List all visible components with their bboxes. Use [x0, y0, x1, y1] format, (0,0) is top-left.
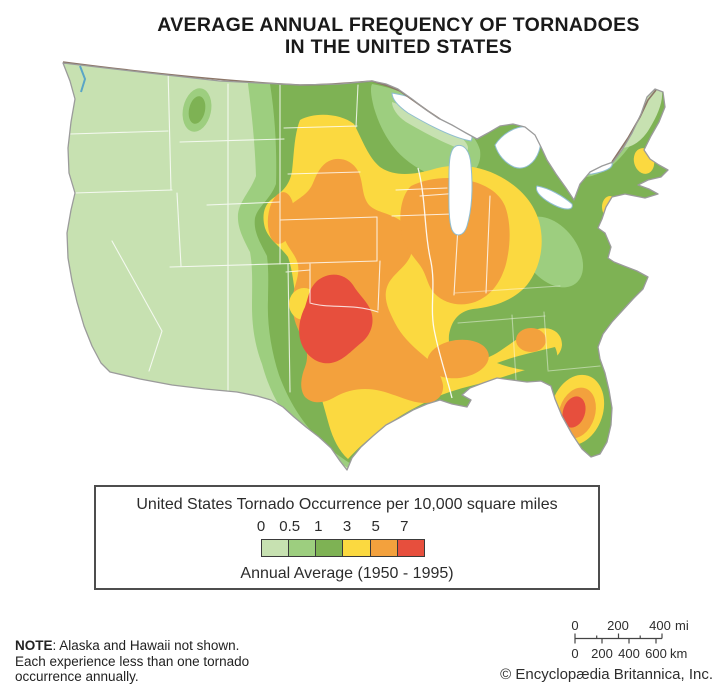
- legend-tick-labels: 0 0.5 1 3 5 7: [257, 518, 433, 536]
- map-note: NOTE: Alaska and Hawaii not shown. Each …: [15, 638, 249, 685]
- note-line1-text: : Alaska and Hawaii not shown.: [52, 638, 240, 653]
- puget-sound: [79, 65, 87, 93]
- mississippi-river: [417, 167, 453, 399]
- legend-heading: United States Tornado Occurrence per 10,…: [136, 496, 558, 513]
- legend-swatches: [261, 539, 426, 557]
- maine-pale-patch: [609, 84, 663, 148]
- legend: United States Tornado Occurrence per 10,…: [94, 485, 600, 590]
- lake-michigan: [448, 144, 473, 236]
- florida-red-core: [562, 396, 586, 428]
- map-note-line1: NOTE: Alaska and Hawaii not shown.: [15, 638, 249, 654]
- legend-tick-3: 3: [342, 518, 352, 535]
- legend-tick-7: 7: [400, 518, 409, 535]
- scale-mi-unit: mi: [675, 618, 689, 633]
- state-boundaries: [69, 67, 601, 393]
- note-label: NOTE: [15, 638, 53, 653]
- scale-km-400: 400: [618, 646, 640, 661]
- page-title-line2: IN THE UNITED STATES: [284, 36, 513, 58]
- scale-km-200: 200: [591, 646, 613, 661]
- scale-km-unit: km: [670, 646, 688, 661]
- legend-tick-1: 1: [314, 518, 323, 535]
- scale-mi-0: 0: [571, 618, 579, 633]
- legend-swatch-0: [261, 539, 290, 557]
- legend-swatch-0.5: [288, 539, 317, 557]
- colorado-orange-spot: [267, 192, 295, 244]
- map-note-line2: Each experience less than one tornado: [15, 653, 250, 669]
- frequency-bands: [63, 63, 668, 470]
- us-coastline: [62, 62, 669, 471]
- legend-tick-0: 0: [256, 518, 266, 535]
- scale-km-600: 600: [645, 646, 667, 661]
- legend-swatch-3: [342, 539, 372, 557]
- page-title: AVERAGE ANNUAL FREQUENCY OF TORNADOES IN…: [76, 14, 720, 58]
- lake-huron: [494, 126, 542, 169]
- montana-green-spot-core: [188, 96, 206, 124]
- copyright-credit: © Encyclopædia Britannica, Inc.: [500, 666, 713, 683]
- legend-swatch-1: [315, 539, 344, 557]
- legend-subheading: Annual Average (1950 - 1995): [240, 565, 454, 582]
- legend-tick-0.5: 0.5: [279, 518, 301, 535]
- legend-color-scale: 0 0.5 1 3 5 7: [257, 518, 433, 560]
- scale-mi-400: 400: [649, 618, 671, 633]
- georgia-alabama-orange-spot: [516, 328, 546, 352]
- scale-mi-200: 200: [607, 618, 629, 633]
- oklahoma-red-region: [299, 274, 373, 364]
- legend-swatch-5: [369, 539, 399, 557]
- legend-swatch-7: [396, 539, 426, 557]
- page-title-line1: AVERAGE ANNUAL FREQUENCY OF TORNADOES: [157, 14, 640, 36]
- scale-km-0: 0: [571, 646, 579, 661]
- legend-tick-5: 5: [371, 518, 380, 535]
- map-note-line3: occurrence annually.: [15, 669, 139, 684]
- illinois-indiana-orange-region: [400, 178, 510, 305]
- lake-erie: [535, 185, 573, 210]
- louisiana-orange-spot: [427, 339, 489, 379]
- panhandle-green-wedge: [497, 347, 558, 372]
